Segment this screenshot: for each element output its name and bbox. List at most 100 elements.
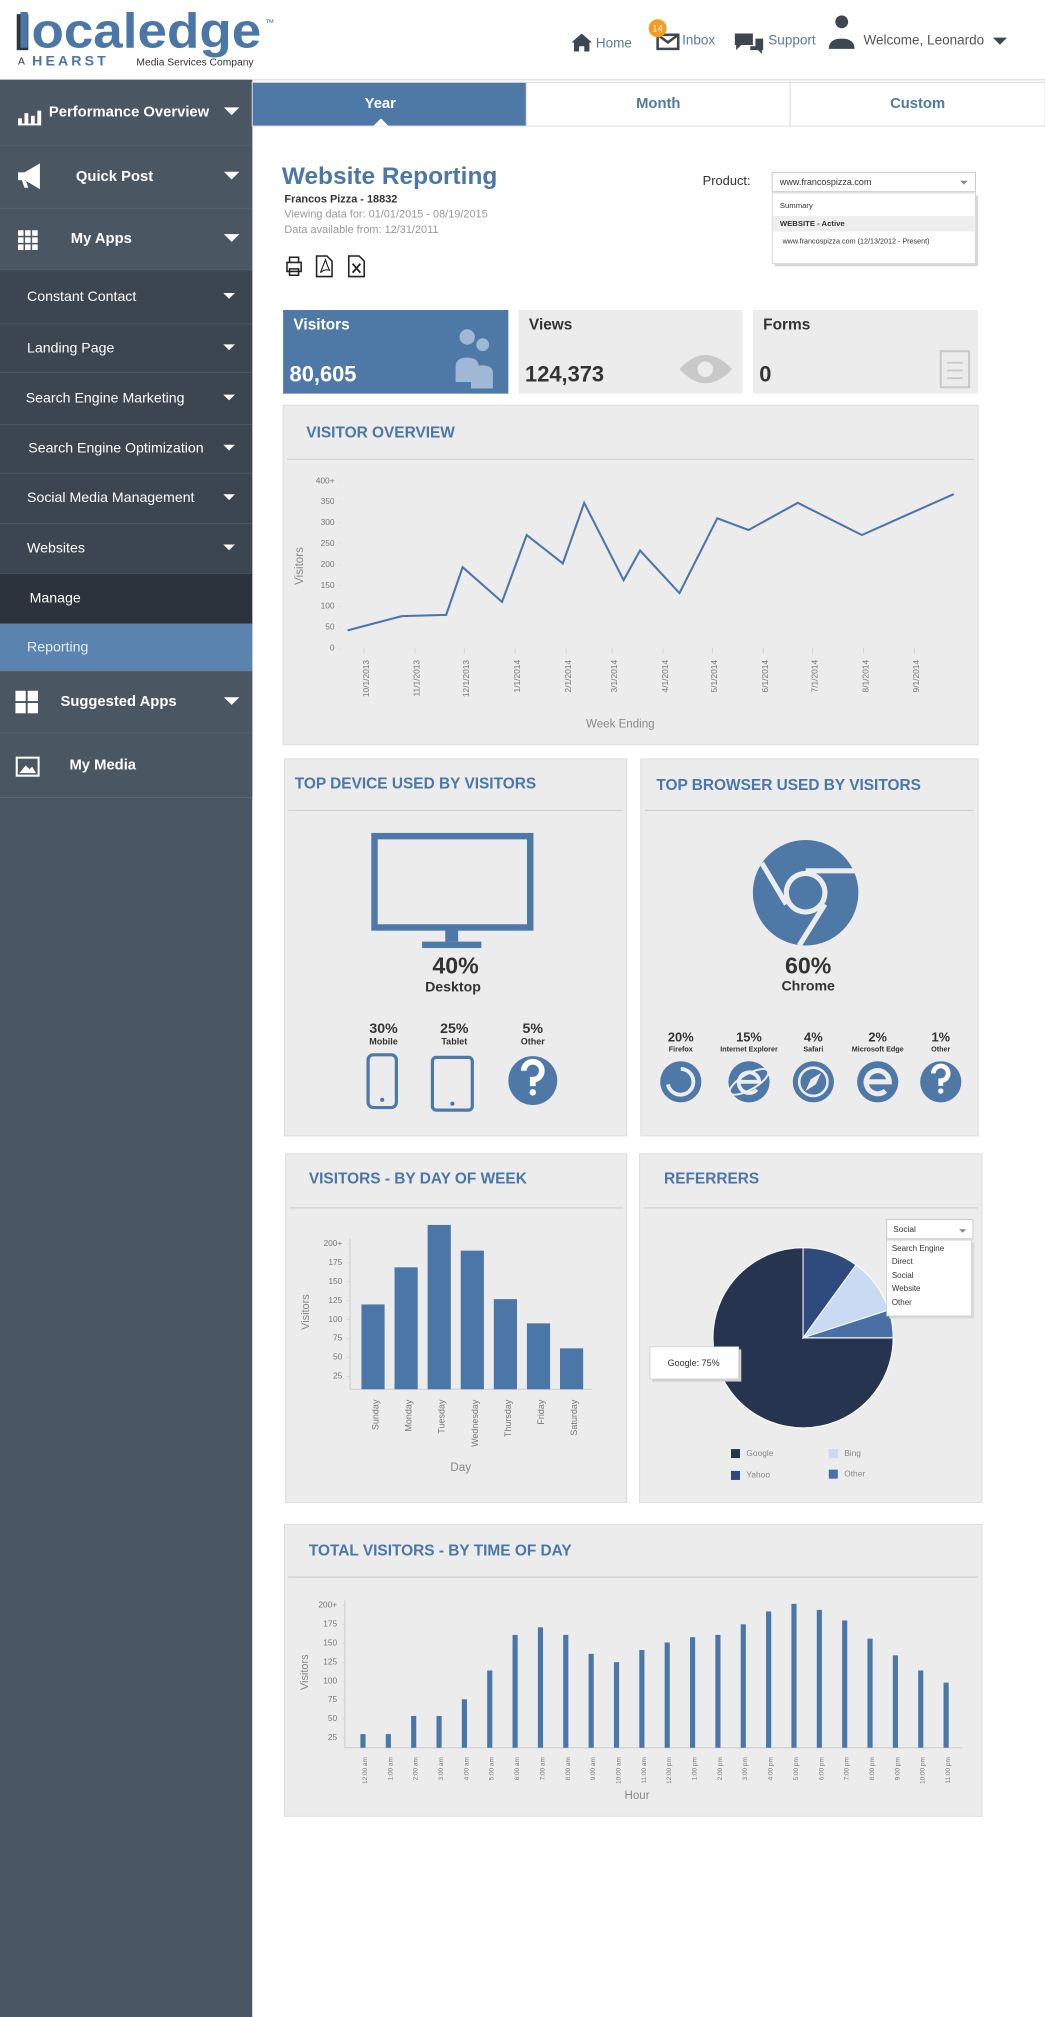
sidebar-item[interactable]: Social Media Management (27, 489, 195, 505)
mobile-icon (366, 1053, 398, 1110)
logo-prefix: A (18, 56, 25, 67)
pdf-icon[interactable] (315, 255, 333, 278)
visitors-icon (455, 329, 493, 389)
x-tick-label: Sunday (371, 1399, 381, 1430)
desktop-neck (445, 930, 459, 942)
x-tick-label: 6:00 am (514, 1757, 521, 1780)
sidebar-item-bg[interactable] (0, 270, 253, 325)
sidebar-item-bg[interactable] (0, 573, 253, 624)
product-option[interactable]: Summary (780, 201, 813, 210)
logo-trademark: ™ (265, 18, 274, 28)
kpi-label: Views (529, 317, 572, 334)
sidebar-item[interactable]: Suggested Apps (60, 694, 176, 710)
bar (613, 1662, 620, 1748)
nav-link[interactable]: Support (768, 33, 816, 48)
sidebar-item[interactable]: Websites (27, 539, 85, 555)
x-tick-label: 4:00 pm (768, 1757, 775, 1780)
nav-link[interactable]: Inbox (682, 33, 715, 48)
nav-link[interactable]: Home (596, 35, 632, 50)
sidebar-item-bg[interactable] (0, 473, 253, 524)
sidebar-item-bg[interactable] (0, 208, 253, 271)
device-name: Mobile (369, 1036, 398, 1046)
product-option[interactable]: www.francospizza.com (12/13/2012 - Prese… (781, 237, 929, 246)
sidebar-item-bg[interactable] (0, 523, 253, 574)
product-selected[interactable]: www.francospizza.com (779, 177, 872, 187)
y-tick-label: 75 (333, 1333, 343, 1343)
sidebar-item[interactable]: My Apps (71, 231, 132, 247)
x-tick-label: Friday (536, 1399, 546, 1424)
dropdown-selected[interactable]: Social (893, 1224, 916, 1234)
tab-label[interactable]: Custom (890, 96, 945, 112)
tab-label[interactable]: Month (636, 96, 680, 112)
tab[interactable] (525, 81, 791, 127)
sidebar-item[interactable]: Search Engine Optimization (28, 440, 203, 456)
x-tick-label: Monday (404, 1399, 414, 1432)
product-option[interactable]: WEBSITE - Active (780, 219, 846, 228)
sidebar-item[interactable]: Reporting (27, 638, 88, 654)
y-tick-label: 25 (328, 1732, 338, 1742)
desktop-base (422, 941, 482, 949)
y-tick-label: 200+ (323, 1238, 342, 1248)
tab-label[interactable]: Year (365, 96, 396, 112)
sidebar-item[interactable]: My Media (69, 757, 136, 773)
sidebar-item[interactable]: Landing Page (27, 339, 114, 355)
bar (791, 1603, 797, 1748)
sidebar-item[interactable]: Manage (30, 590, 81, 606)
dropdown-option[interactable]: Direct (892, 1257, 914, 1266)
referrer-dropdown[interactable] (886, 1218, 974, 1240)
sidebar-item-bg[interactable] (0, 623, 253, 672)
y-tick-label: 300 (321, 517, 335, 527)
sidebar-item[interactable]: Quick Post (76, 169, 153, 185)
sidebar-item-bg[interactable] (0, 79, 253, 146)
bar (512, 1634, 518, 1748)
y-tick-label: 100 (328, 1314, 342, 1324)
y-tick-label: 175 (323, 1618, 337, 1628)
sidebar-item[interactable]: Performance Overview (49, 104, 210, 120)
sidebar-item-bg[interactable] (0, 324, 253, 374)
sidebar-item-bg[interactable] (0, 671, 253, 734)
bar (563, 1634, 569, 1748)
x-tick-label: 11/1/2013 (412, 660, 422, 697)
tab[interactable] (251, 81, 527, 127)
bar (411, 1715, 417, 1748)
nav-link[interactable]: Welcome, Leonardo (864, 33, 985, 48)
product-dropdown[interactable] (771, 171, 977, 193)
panel-title: TOP DEVICE USED BY VISITORS (295, 776, 536, 793)
safari-needle (805, 1072, 822, 1091)
sidebar-item-bg[interactable] (0, 424, 253, 474)
dropdown-option[interactable]: Other (892, 1298, 912, 1307)
browser-name: Firefox (669, 1045, 693, 1054)
sidebar-item[interactable]: Constant Contact (27, 288, 136, 304)
bar (460, 1250, 484, 1390)
x-tick-label: 4/1/2014 (660, 660, 670, 693)
icon-megaphone (18, 163, 40, 190)
firefox-glyph (666, 1067, 696, 1097)
dropdown-option[interactable]: Social (892, 1271, 914, 1280)
x-tick-label: 3/1/2014 (609, 660, 619, 693)
bar (715, 1634, 721, 1748)
x-tick-label: Saturday (569, 1399, 579, 1436)
panel-title: TOP BROWSER USED BY VISITORS (656, 777, 921, 794)
sidebar-item-bg[interactable] (0, 733, 253, 798)
sidebar-item-bg[interactable] (0, 145, 253, 209)
dropdown-option[interactable]: Search Engine (892, 1244, 945, 1253)
sidebar-item-bg[interactable] (0, 373, 253, 425)
caret (223, 107, 240, 116)
excel-icon[interactable] (347, 255, 365, 278)
print-icon[interactable] (286, 256, 302, 277)
x-tick-label: 11:00 pm (945, 1757, 952, 1783)
x-tick-label: 1:00 am (387, 1757, 394, 1780)
browser-percent: 1% (931, 1029, 950, 1044)
tab[interactable] (789, 81, 1045, 127)
panel (285, 1153, 628, 1503)
bar (588, 1653, 594, 1748)
kpi-label: Forms (763, 317, 810, 334)
y-tick-label: 150 (328, 1276, 342, 1286)
x-tick-label: 5:00 pm (793, 1757, 800, 1780)
x-axis-title: Week Ending (586, 718, 655, 730)
caret (223, 544, 235, 551)
dropdown-option[interactable]: Website (892, 1284, 921, 1293)
x-tick-label: 2:00 pm (717, 1757, 724, 1780)
sidebar-item[interactable]: Search Engine Marketing (26, 390, 185, 406)
